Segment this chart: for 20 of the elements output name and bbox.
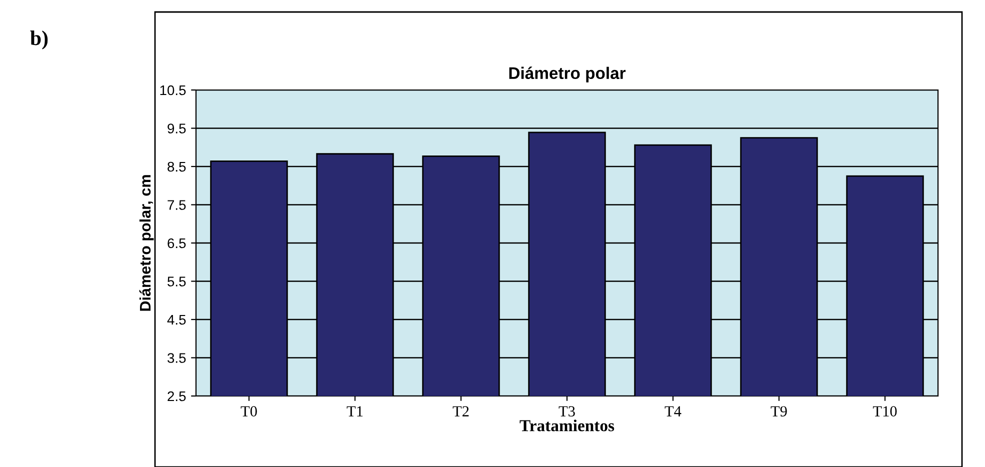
x-tick-label: T4 [664,406,682,416]
y-tick-label: 4.5 [167,314,186,325]
y-tick-label: 5.5 [168,276,186,286]
x-tick-label: T3 [558,406,575,416]
text: b) [30,30,48,50]
y-tick-label: 7.5 [168,200,186,210]
x-tick-label: T0 [240,406,257,416]
y-tick-label: 6.5 [168,238,186,248]
x-tick-label: T10 [872,406,897,416]
y-tick-label: 10.5 [160,85,186,96]
y-tick-label: 8.5 [168,162,186,172]
chart-title: Diámetro polar [509,66,626,82]
x-axis-title: Tratamientos [520,420,614,432]
x-tick-label: T1 [346,406,363,416]
y-tick-label: 9.5 [168,124,186,134]
x-tick-label: T9 [770,406,787,416]
x-tick-label: T2 [452,406,469,416]
y-axis-title: Diámetro polar, cm [139,175,154,311]
y-tick-label: 3.5 [168,353,186,363]
y-tick-label: 2.5 [168,391,186,402]
